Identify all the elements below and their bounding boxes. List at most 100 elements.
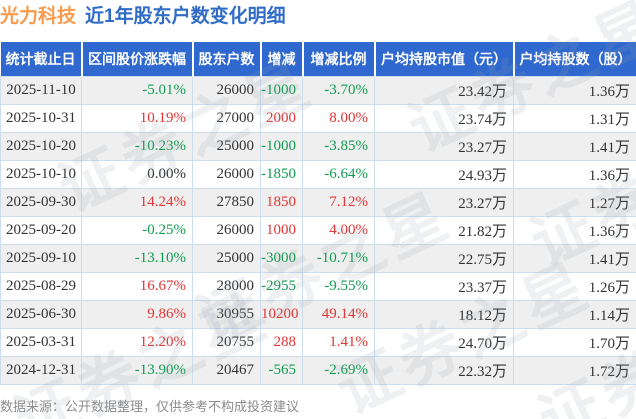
cell-avg-market-value: 24.93万 <box>374 160 514 189</box>
cell-change-pct: 4.00% <box>302 216 375 245</box>
cell-price-change: -0.25% <box>81 216 193 245</box>
cell-date: 2025-10-20 <box>0 132 82 161</box>
cell-avg-market-value: 21.82万 <box>374 216 514 245</box>
cell-change: 2000 <box>260 104 303 133</box>
table-row: 2025-10-31 10.19% 27000 2000 8.00% 23.74万 1.31… <box>0 104 636 133</box>
table-row: 2025-11-10 -5.01% 26000 -1000 -3.70% 23.42万 1.… <box>0 76 636 105</box>
data-source-note: 数据来源：公开数据整理，仅供参考不构成投资建议 <box>0 399 300 414</box>
cell-avg-market-value: 23.37万 <box>374 272 514 301</box>
cell-price-change: -13.10% <box>81 244 193 273</box>
table-row: 2025-09-30 14.24% 27850 1850 7.12% 23.27万 1.27… <box>0 188 636 217</box>
cell-change-pct: 49.14% <box>302 300 375 329</box>
table-row: 2025-09-20 -0.25% 26000 1000 4.00% 21.82万 1.36… <box>0 216 636 245</box>
table-header: 统计截止日 区间股价涨跌幅 股东户数 增减 增减比例 户均持股市值（元） 户均持… <box>0 42 636 77</box>
cell-change: 1000 <box>260 216 303 245</box>
stock-name: 光力科技 <box>0 6 77 27</box>
cell-change-pct: 8.00% <box>302 104 375 133</box>
cell-change: -3000 <box>260 244 303 273</box>
cell-holders: 25000 <box>192 132 261 161</box>
cell-avg-shares: 1.36万 <box>513 160 636 189</box>
cell-change: -1850 <box>260 160 303 189</box>
cell-date: 2025-09-30 <box>0 188 82 217</box>
cell-change: 10200 <box>260 300 303 329</box>
cell-holders: 30955 <box>192 300 261 329</box>
header-price-change: 区间股价涨跌幅 <box>80 42 193 77</box>
cell-price-change: 9.86% <box>81 300 193 329</box>
cell-holders: 28000 <box>192 272 261 301</box>
cell-avg-shares: 1.72万 <box>513 356 636 385</box>
cell-change-pct: -9.55% <box>302 272 375 301</box>
cell-date: 2025-03-31 <box>0 328 82 357</box>
cell-avg-shares: 1.14万 <box>513 300 636 329</box>
cell-price-change: 10.19% <box>81 104 193 133</box>
cell-date: 2024-12-31 <box>0 356 82 385</box>
header-change: 增减 <box>259 42 303 77</box>
cell-date: 2025-10-31 <box>0 104 82 133</box>
table-body: 2025-11-10 -5.01% 26000 -1000 -3.70% 23.42万 1.… <box>0 76 636 385</box>
cell-change: -1000 <box>260 132 303 161</box>
cell-holders: 26000 <box>192 160 261 189</box>
table-row: 2025-10-10 0.00% 26000 -1850 -6.64% 24.93万 1.3… <box>0 160 636 189</box>
cell-holders: 27850 <box>192 188 261 217</box>
table-row: 2025-08-29 16.67% 28000 -2955 -9.55% 23.37万 1.… <box>0 272 636 301</box>
cell-date: 2025-09-10 <box>0 244 82 273</box>
cell-change-pct: -6.64% <box>302 160 375 189</box>
cell-avg-shares: 1.36万 <box>513 76 636 105</box>
cell-change-pct: -2.69% <box>302 356 375 385</box>
header-change-pct: 增减比例 <box>301 42 375 77</box>
cell-date: 2025-11-10 <box>0 76 82 105</box>
cell-change-pct: 1.41% <box>302 328 375 357</box>
cell-avg-market-value: 24.70万 <box>374 328 514 357</box>
cell-avg-shares: 1.41万 <box>513 244 636 273</box>
cell-avg-market-value: 23.42万 <box>374 76 514 105</box>
cell-avg-market-value: 22.75万 <box>374 244 514 273</box>
cell-price-change: 12.20% <box>81 328 193 357</box>
cell-change-pct: -10.71% <box>302 244 375 273</box>
cell-change: 288 <box>260 328 303 357</box>
cell-change-pct: -3.70% <box>302 76 375 105</box>
header-stat-date: 统计截止日 <box>0 42 82 77</box>
cell-date: 2025-08-29 <box>0 272 82 301</box>
cell-holders: 20755 <box>192 328 261 357</box>
report-title: 近1年股东户数变化明细 <box>85 6 286 27</box>
cell-holders: 27000 <box>192 104 261 133</box>
cell-change: -1000 <box>260 76 303 105</box>
cell-price-change: 0.00% <box>81 160 193 189</box>
cell-date: 2025-10-10 <box>0 160 82 189</box>
cell-avg-market-value: 23.27万 <box>374 132 514 161</box>
table-row: 2025-06-30 9.86% 30955 10200 49.14% 18.12万 1.1… <box>0 300 636 329</box>
cell-avg-market-value: 22.32万 <box>374 356 514 385</box>
cell-avg-shares: 1.31万 <box>513 104 636 133</box>
header-holder-count: 股东户数 <box>191 42 261 77</box>
cell-change: -565 <box>260 356 303 385</box>
cell-avg-shares: 1.36万 <box>513 216 636 245</box>
table-row: 2025-09-10 -13.10% 25000 -3000 -10.71% 22.75万… <box>0 244 636 273</box>
cell-price-change: 16.67% <box>81 272 193 301</box>
header-avg-market-value: 户均持股市值（元） <box>373 42 514 77</box>
cell-date: 2025-09-20 <box>0 216 82 245</box>
cell-price-change: -13.90% <box>81 356 193 385</box>
cell-price-change: -10.23% <box>81 132 193 161</box>
cell-change: 1850 <box>260 188 303 217</box>
cell-price-change: 14.24% <box>81 188 193 217</box>
cell-holders: 26000 <box>192 76 261 105</box>
table-row: 2025-10-20 -10.23% 25000 -1000 -3.85% 23.27万 1… <box>0 132 636 161</box>
cell-avg-shares: 1.26万 <box>513 272 636 301</box>
cell-holders: 25000 <box>192 244 261 273</box>
cell-price-change: -5.01% <box>81 76 193 105</box>
cell-avg-shares: 1.70万 <box>513 328 636 357</box>
cell-change-pct: 7.12% <box>302 188 375 217</box>
cell-holders: 26000 <box>192 216 261 245</box>
cell-change-pct: -3.85% <box>302 132 375 161</box>
cell-date: 2025-06-30 <box>0 300 82 329</box>
cell-avg-market-value: 23.27万 <box>374 188 514 217</box>
cell-avg-shares: 1.27万 <box>513 188 636 217</box>
cell-avg-market-value: 18.12万 <box>374 300 514 329</box>
cell-change: -2955 <box>260 272 303 301</box>
cell-avg-market-value: 23.74万 <box>374 104 514 133</box>
shareholder-table: 统计截止日 区间股价涨跌幅 股东户数 增减 增减比例 户均持股市值（元） 户均持… <box>0 42 636 385</box>
table-row: 2025-03-31 12.20% 20755 288 1.41% 24.70万 1.70万 <box>0 328 636 357</box>
page-title: 光力科技 近1年股东户数变化明细 <box>0 4 636 30</box>
cell-holders: 20467 <box>192 356 261 385</box>
